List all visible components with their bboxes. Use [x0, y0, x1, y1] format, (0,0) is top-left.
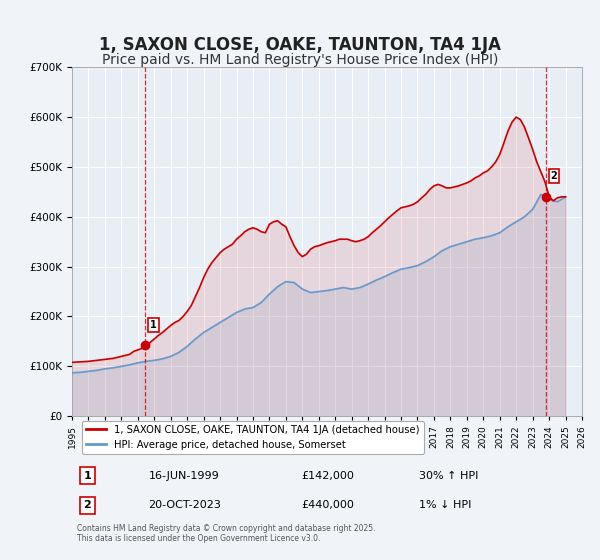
Text: £142,000: £142,000	[302, 470, 355, 480]
Text: 2: 2	[83, 500, 91, 510]
Text: 1: 1	[151, 320, 157, 330]
Text: 30% ↑ HPI: 30% ↑ HPI	[419, 470, 478, 480]
Text: 16-JUN-1999: 16-JUN-1999	[149, 470, 219, 480]
Text: 1: 1	[83, 470, 91, 480]
Text: £440,000: £440,000	[302, 500, 355, 510]
Text: 1, SAXON CLOSE, OAKE, TAUNTON, TA4 1JA: 1, SAXON CLOSE, OAKE, TAUNTON, TA4 1JA	[99, 36, 501, 54]
Legend: 1, SAXON CLOSE, OAKE, TAUNTON, TA4 1JA (detached house), HPI: Average price, det: 1, SAXON CLOSE, OAKE, TAUNTON, TA4 1JA (…	[82, 421, 424, 454]
Text: Contains HM Land Registry data © Crown copyright and database right 2025.
This d: Contains HM Land Registry data © Crown c…	[77, 524, 376, 543]
Text: 2: 2	[551, 171, 557, 181]
Text: 1% ↓ HPI: 1% ↓ HPI	[419, 500, 471, 510]
Text: Price paid vs. HM Land Registry's House Price Index (HPI): Price paid vs. HM Land Registry's House …	[102, 53, 498, 67]
Text: 20-OCT-2023: 20-OCT-2023	[149, 500, 221, 510]
